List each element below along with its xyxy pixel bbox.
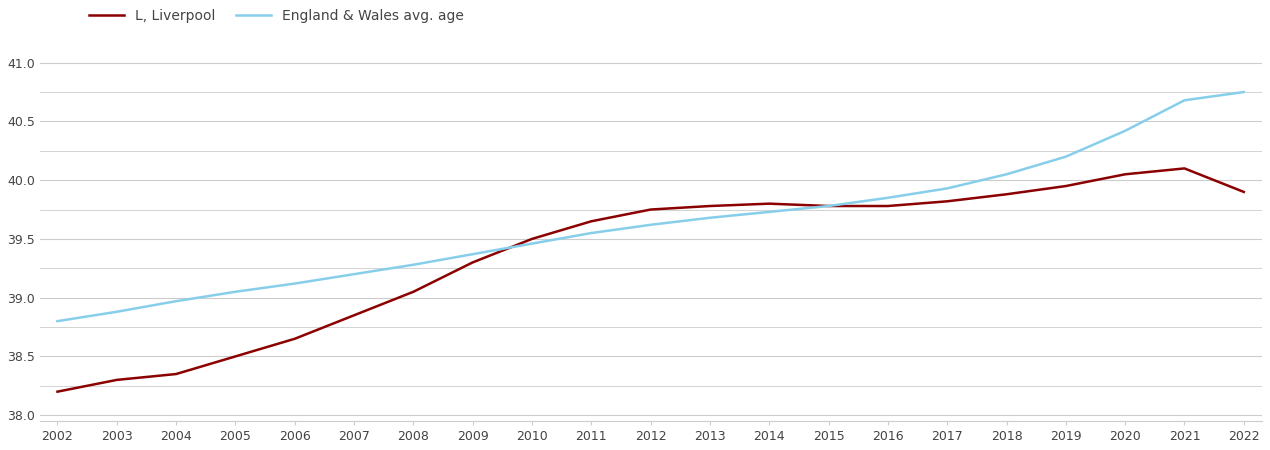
L, Liverpool [999,192,1015,197]
England & Wales avg. age [1118,128,1133,134]
England & Wales avg. age [1236,90,1251,95]
England & Wales avg. age [584,230,599,236]
L, Liverpool [1177,166,1193,171]
England & Wales avg. age [525,241,540,246]
L, Liverpool [465,260,480,265]
L, Liverpool [50,389,65,394]
L, Liverpool [1058,183,1073,189]
L, Liverpool [1118,171,1133,177]
L, Liverpool [525,236,540,242]
L, Liverpool [287,336,302,342]
Line: L, Liverpool: L, Liverpool [57,168,1243,392]
L, Liverpool [702,203,718,209]
England & Wales avg. age [820,203,836,209]
L, Liverpool [347,313,362,318]
England & Wales avg. age [169,298,184,304]
L, Liverpool [1236,189,1251,194]
L, Liverpool [584,219,599,224]
L, Liverpool [820,203,836,209]
England & Wales avg. age [50,319,65,324]
L, Liverpool [405,289,420,294]
England & Wales avg. age [999,171,1015,177]
England & Wales avg. age [405,262,420,267]
England & Wales avg. age [702,215,718,220]
L, Liverpool [940,198,955,204]
England & Wales avg. age [347,271,362,277]
England & Wales avg. age [762,209,777,215]
England & Wales avg. age [940,186,955,191]
England & Wales avg. age [643,222,658,228]
Legend: L, Liverpool, England & Wales avg. age: L, Liverpool, England & Wales avg. age [84,3,469,28]
L, Liverpool [880,203,895,209]
Line: England & Wales avg. age: England & Wales avg. age [57,92,1243,321]
England & Wales avg. age [227,289,243,294]
England & Wales avg. age [465,252,480,257]
L, Liverpool [109,377,124,382]
L, Liverpool [169,371,184,377]
England & Wales avg. age [880,195,895,201]
England & Wales avg. age [1177,98,1193,103]
L, Liverpool [227,354,243,359]
England & Wales avg. age [109,309,124,315]
L, Liverpool [643,207,658,212]
England & Wales avg. age [287,281,302,286]
L, Liverpool [762,201,777,207]
England & Wales avg. age [1058,154,1073,159]
